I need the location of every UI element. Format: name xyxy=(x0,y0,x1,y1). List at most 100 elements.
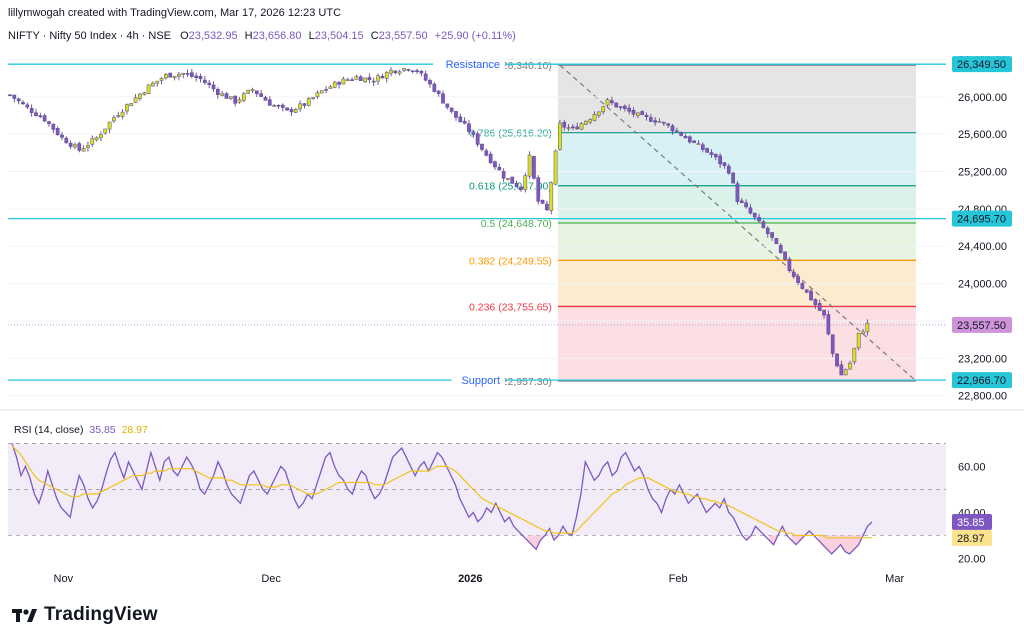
candle[interactable] xyxy=(350,77,354,81)
candle[interactable] xyxy=(614,102,619,108)
candle[interactable] xyxy=(575,122,580,130)
rsi-pane[interactable] xyxy=(8,443,946,555)
candle[interactable] xyxy=(285,107,289,111)
candle[interactable] xyxy=(835,353,839,368)
candle[interactable] xyxy=(55,126,60,136)
candle[interactable] xyxy=(415,68,419,74)
candle[interactable] xyxy=(718,153,722,168)
candle[interactable] xyxy=(94,136,99,142)
candle[interactable] xyxy=(224,92,229,99)
candle[interactable] xyxy=(571,124,575,131)
horizontal-lines[interactable]: Resistance Support xyxy=(8,57,946,388)
candle[interactable] xyxy=(220,90,225,97)
time-axis[interactable]: Nov Dec 2026 Feb Mar xyxy=(54,573,905,585)
candle[interactable] xyxy=(64,136,69,144)
candle[interactable] xyxy=(203,75,207,86)
candle[interactable] xyxy=(783,251,787,261)
fibonacci-retracement[interactable]: 1 (26,340.10) 0.786 (25,616.20) 0.618 (25,… xyxy=(469,60,917,388)
candle[interactable] xyxy=(60,131,64,141)
candle[interactable] xyxy=(778,243,783,254)
candle[interactable] xyxy=(449,107,454,114)
candle[interactable] xyxy=(532,155,536,180)
fib-trend-line[interactable] xyxy=(559,64,917,382)
candle[interactable] xyxy=(185,69,190,77)
candle[interactable] xyxy=(125,103,129,115)
candle[interactable] xyxy=(765,226,770,238)
candle[interactable] xyxy=(692,140,696,144)
candle[interactable] xyxy=(138,92,142,101)
candle[interactable] xyxy=(436,90,441,97)
candle[interactable] xyxy=(627,104,632,115)
candle[interactable] xyxy=(237,97,242,104)
candle[interactable] xyxy=(337,81,341,89)
candle[interactable] xyxy=(648,114,653,123)
candle[interactable] xyxy=(99,131,103,142)
candle[interactable] xyxy=(397,69,402,76)
candle[interactable] xyxy=(194,72,199,82)
candle[interactable] xyxy=(713,153,718,161)
candle[interactable] xyxy=(376,73,380,86)
candle[interactable] xyxy=(865,319,870,336)
candle[interactable] xyxy=(527,151,532,179)
candle[interactable] xyxy=(272,103,276,108)
candle[interactable] xyxy=(597,111,601,118)
candle[interactable] xyxy=(618,105,623,111)
candle[interactable] xyxy=(558,119,562,151)
candle[interactable] xyxy=(761,219,766,229)
candle[interactable] xyxy=(644,112,649,121)
candle[interactable] xyxy=(488,151,493,164)
candle[interactable] xyxy=(311,96,315,100)
candle[interactable] xyxy=(198,73,203,83)
candle[interactable] xyxy=(809,289,813,301)
candle[interactable] xyxy=(726,163,731,175)
candle[interactable] xyxy=(458,113,463,123)
candle[interactable] xyxy=(29,104,34,117)
candle[interactable] xyxy=(428,78,432,88)
candle[interactable] xyxy=(687,135,692,144)
candle[interactable] xyxy=(679,131,683,137)
candle[interactable] xyxy=(276,104,281,109)
candle[interactable] xyxy=(653,117,658,126)
candle[interactable] xyxy=(146,84,151,94)
candle[interactable] xyxy=(735,180,740,205)
candle[interactable] xyxy=(86,141,90,152)
candle[interactable] xyxy=(709,149,714,158)
candle[interactable] xyxy=(588,118,593,125)
candle[interactable] xyxy=(315,90,320,99)
price-axis[interactable]: 26,400.0026,000.0025,600.0025,200.0024,8… xyxy=(952,54,1012,565)
candle[interactable] xyxy=(38,112,43,119)
candle[interactable] xyxy=(787,256,792,273)
candle[interactable] xyxy=(623,104,627,112)
candle[interactable] xyxy=(181,72,186,79)
candle[interactable] xyxy=(739,197,744,204)
candle[interactable] xyxy=(241,92,246,103)
candle[interactable] xyxy=(826,310,831,336)
candle[interactable] xyxy=(506,178,510,181)
candle[interactable] xyxy=(501,168,506,182)
candle[interactable] xyxy=(484,148,489,157)
candle[interactable] xyxy=(471,130,476,138)
candle[interactable] xyxy=(553,149,558,186)
candle[interactable] xyxy=(358,74,363,81)
candle[interactable] xyxy=(419,69,424,77)
candle[interactable] xyxy=(445,103,450,110)
candle[interactable] xyxy=(116,111,121,118)
candle[interactable] xyxy=(177,72,181,81)
candle[interactable] xyxy=(51,123,56,134)
candle[interactable] xyxy=(744,199,748,209)
candle[interactable] xyxy=(263,95,268,101)
candle[interactable] xyxy=(120,109,125,120)
candle[interactable] xyxy=(493,160,497,170)
candle[interactable] xyxy=(423,70,428,82)
candle[interactable] xyxy=(215,87,220,99)
candle[interactable] xyxy=(605,97,610,108)
candle[interactable] xyxy=(42,113,47,123)
rsi-ma-line[interactable] xyxy=(11,445,872,539)
candle[interactable] xyxy=(298,100,302,112)
candle[interactable] xyxy=(579,122,584,130)
candle[interactable] xyxy=(800,281,805,290)
candle[interactable] xyxy=(280,103,285,112)
candle[interactable] xyxy=(254,90,259,97)
candle[interactable] xyxy=(289,106,294,117)
